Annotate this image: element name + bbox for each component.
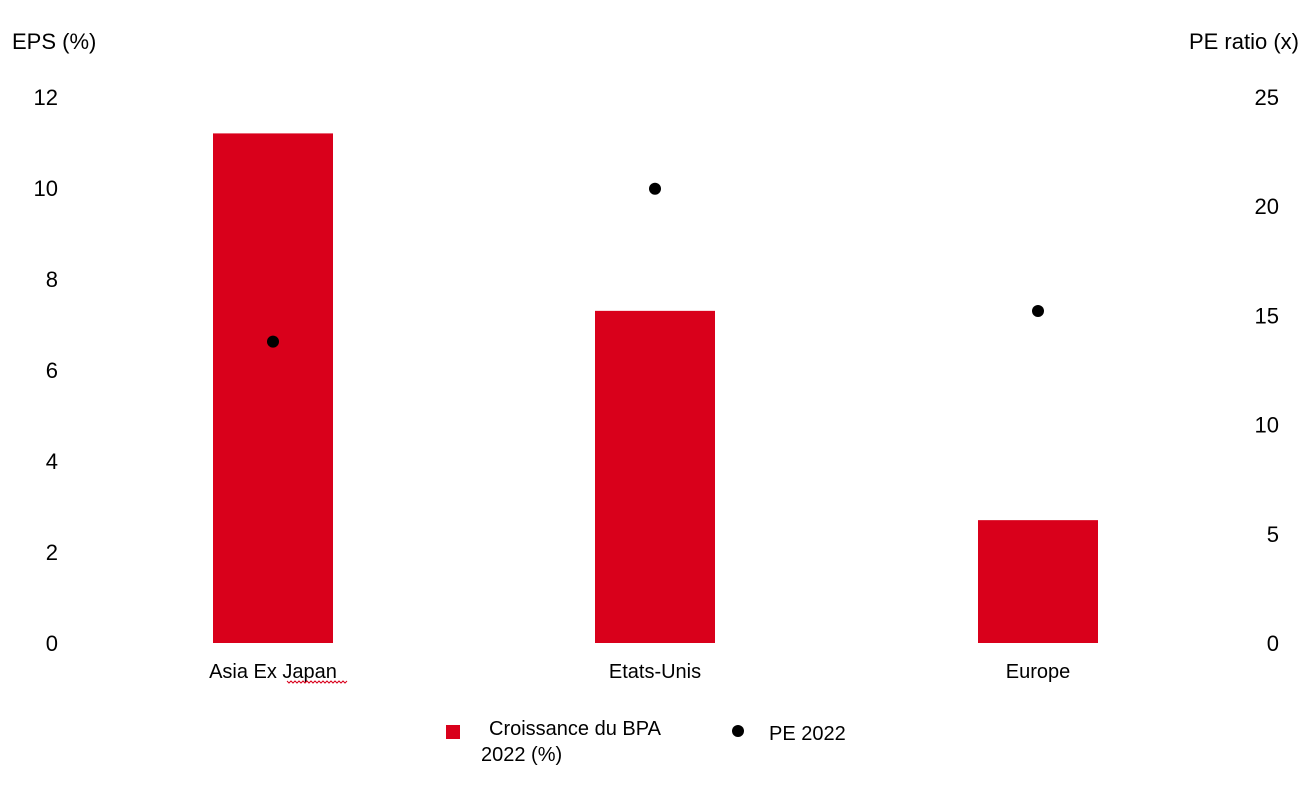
category-labels: Asia Ex Japan Etats-Unis Europe: [209, 661, 1071, 684]
left-tick-label: 6: [46, 358, 58, 383]
bar-series: [213, 133, 1098, 643]
left-axis-ticks: 0 2 4 6 8 10 12: [34, 85, 58, 656]
legend-bar-label-line1: Croissance du BPA: [489, 718, 662, 740]
right-tick-label: 20: [1255, 194, 1279, 219]
right-tick-label: 15: [1255, 303, 1279, 328]
left-tick-label: 10: [34, 176, 58, 201]
dot-series: [267, 182, 1044, 348]
bar-europe: [978, 520, 1098, 643]
right-tick-label: 10: [1255, 413, 1279, 438]
category-label: Asia Ex Japan: [209, 661, 337, 683]
left-tick-label: 4: [46, 449, 58, 474]
left-axis-title: EPS (%): [12, 29, 96, 54]
bar-asia-ex-japan: [213, 133, 333, 643]
pe-dot-etats-unis: [649, 182, 661, 195]
bar-etats-unis: [595, 310, 715, 643]
right-tick-label: 5: [1267, 522, 1279, 547]
left-tick-label: 8: [46, 267, 58, 292]
category-label: Etats-Unis: [609, 661, 701, 683]
legend-bar-label-line2: 2022 (%): [481, 744, 562, 766]
pe-dot-europe: [1032, 305, 1044, 318]
right-axis-ticks: 0 5 10 15 20 25: [1255, 85, 1279, 656]
right-axis-title: PE ratio (x): [1189, 29, 1299, 54]
legend-bar-swatch: [446, 725, 460, 739]
spellcheck-underline: [286, 680, 348, 684]
right-tick-label: 25: [1255, 85, 1279, 110]
left-tick-label: 12: [34, 85, 58, 110]
left-tick-label: 2: [46, 540, 58, 565]
legend-dot-label: PE 2022: [769, 723, 846, 745]
right-tick-label: 0: [1267, 631, 1279, 656]
left-tick-label: 0: [46, 631, 58, 656]
legend-dot-swatch: [732, 725, 744, 737]
pe-dot-asia-ex-japan: [267, 335, 279, 348]
category-label: Europe: [1006, 661, 1071, 683]
legend: Croissance du BPA 2022 (%) PE 2022: [446, 718, 846, 766]
